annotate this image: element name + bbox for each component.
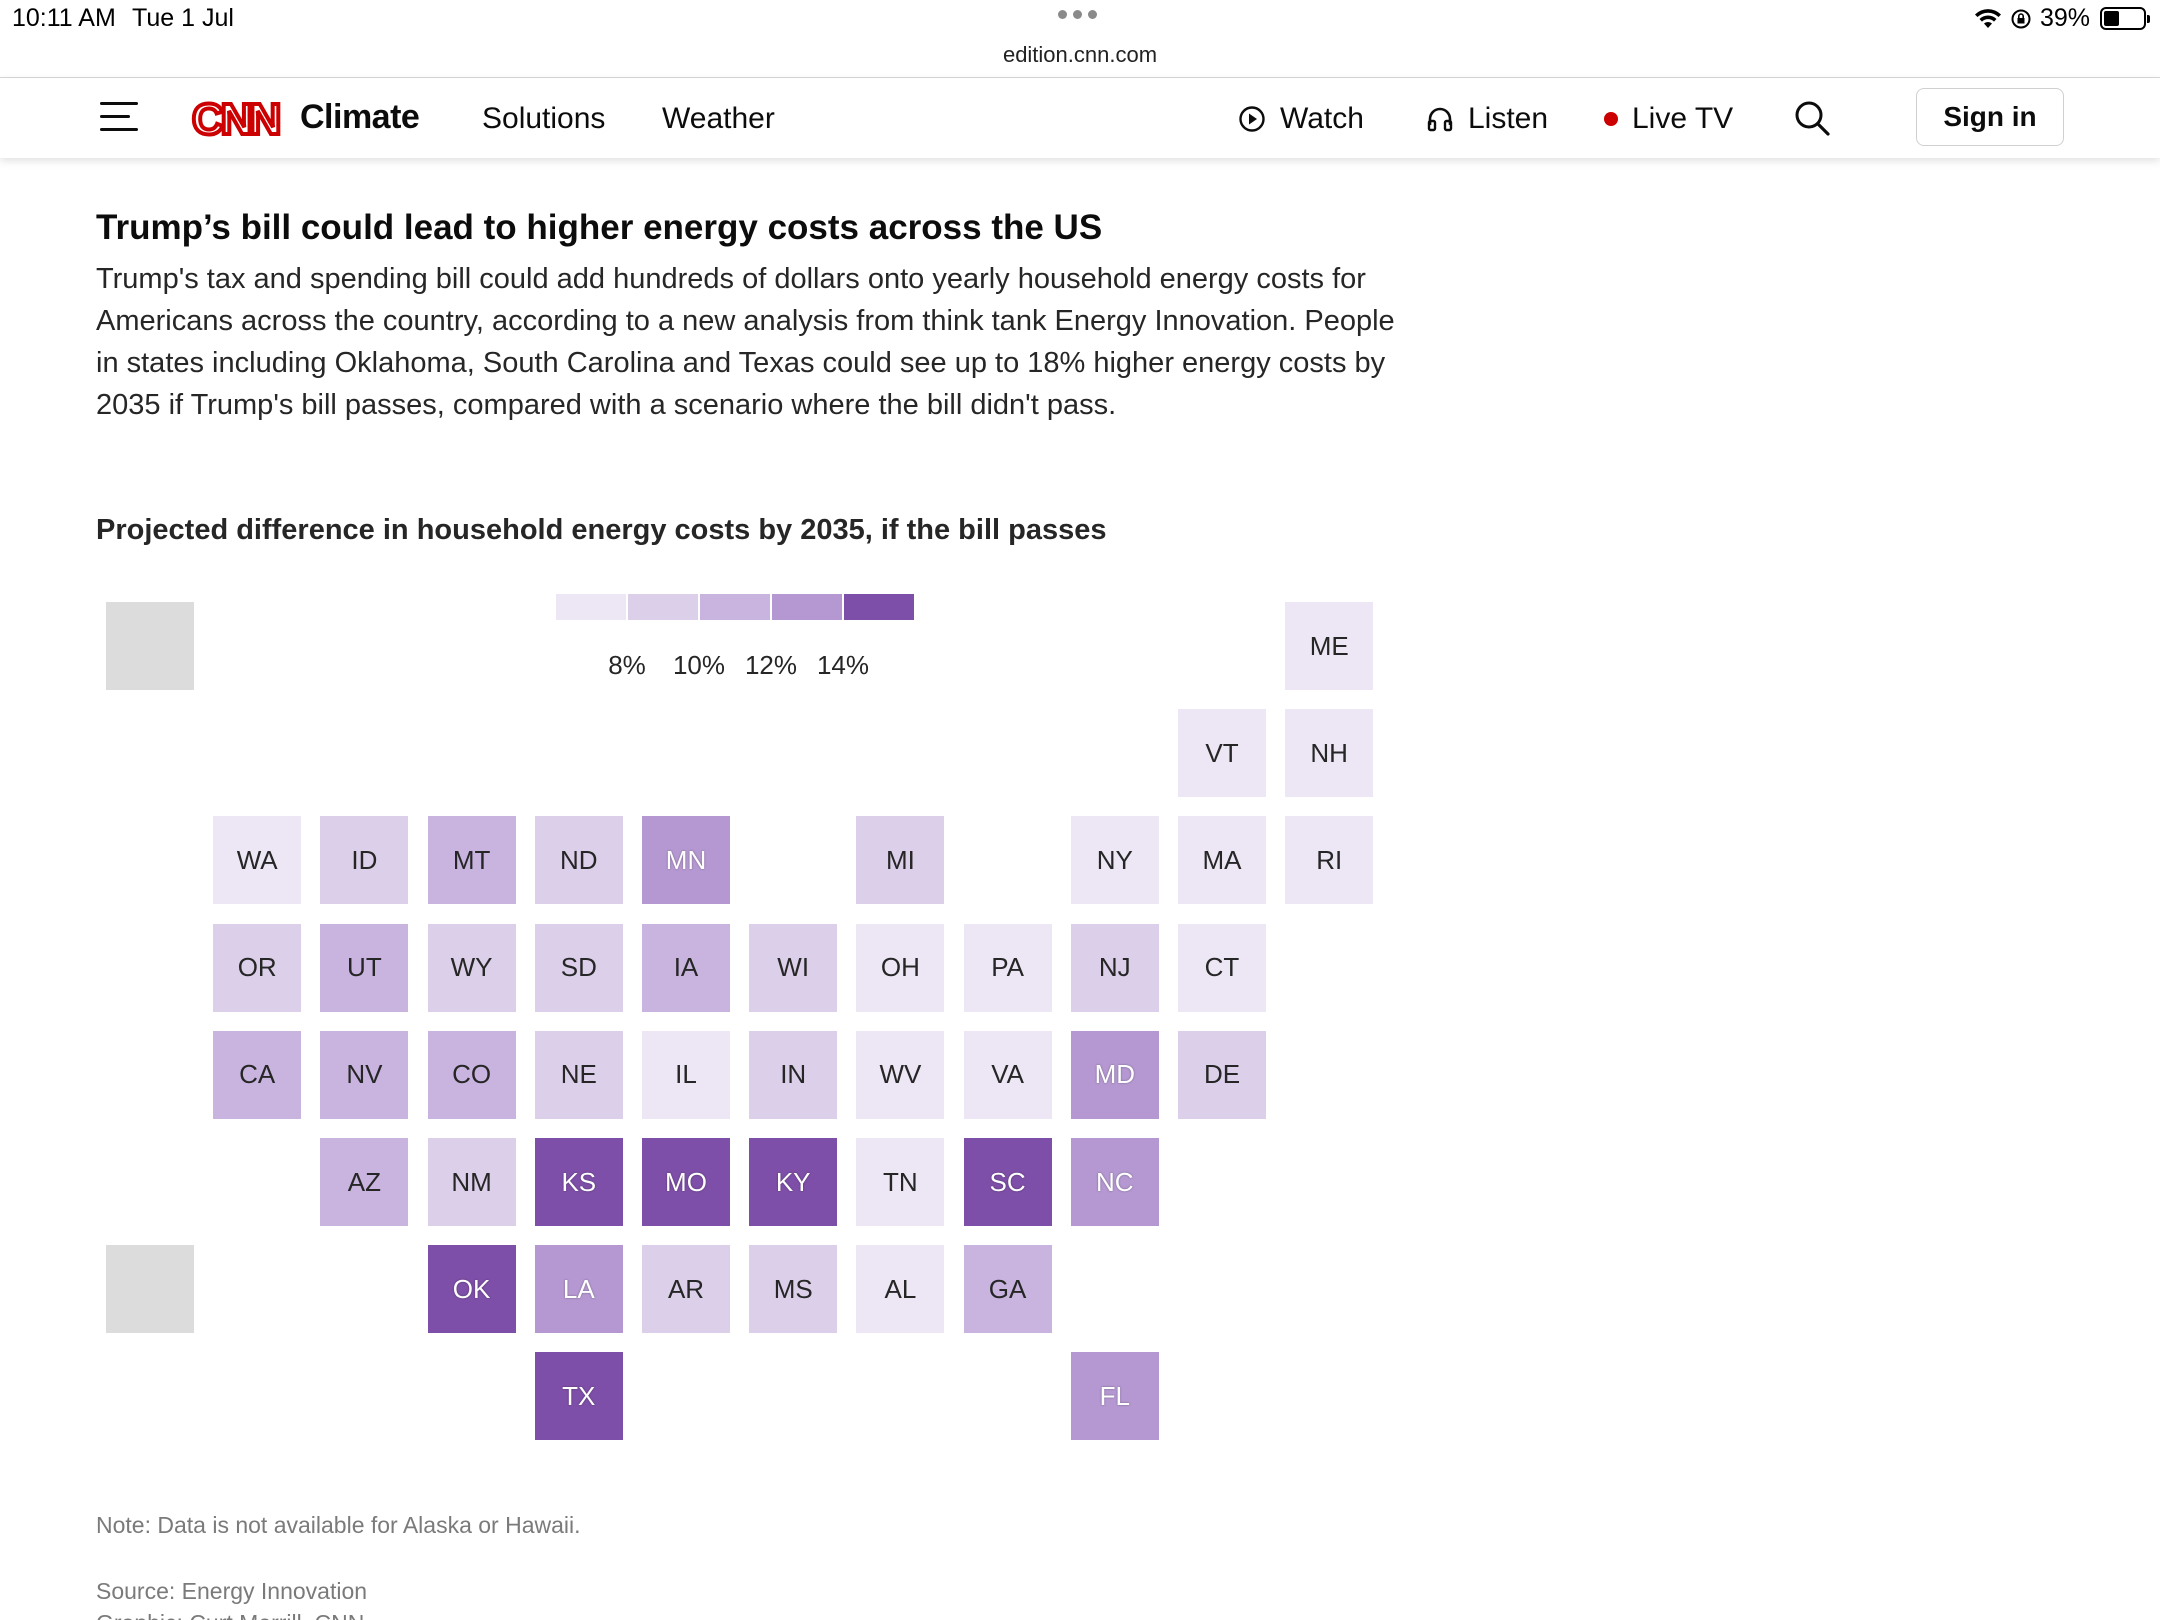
state-tile-or[interactable]: OR [213,923,302,1012]
legend-tick-label: 12% [744,650,798,680]
legend-swatch-0 [556,594,626,620]
chart-legend: 8% 10% 12% 14% [556,594,914,680]
search-icon[interactable] [1792,98,1832,143]
state-tile-wy[interactable]: WY [427,923,516,1012]
state-tile-ri[interactable]: RI [1285,816,1374,905]
status-time: 10:11 AM [12,4,116,32]
state-tile-ct[interactable]: CT [1178,923,1266,1012]
state-tile-me[interactable]: ME [1285,602,1374,690]
state-tile-il[interactable]: IL [642,1030,730,1119]
state-tile-wv[interactable]: WV [856,1030,945,1119]
state-tile-ny[interactable]: NY [1070,816,1159,905]
state-tile-tn[interactable]: TN [856,1138,945,1226]
state-tile-nh[interactable]: NH [1285,709,1374,798]
play-circle-icon [1239,106,1265,132]
state-tile-vt[interactable]: VT [1178,709,1266,798]
state-tile-fl[interactable]: FL [1070,1352,1159,1441]
state-tile-nd[interactable]: ND [534,816,623,905]
article-title: Trump’s bill could lead to higher energy… [96,208,1103,247]
state-tile-nv[interactable]: NV [320,1030,409,1119]
cnn-logo[interactable]: CNN [190,96,294,142]
watch-label: Watch [1280,102,1364,135]
state-tile-in[interactable]: IN [749,1030,838,1119]
state-tile-sc[interactable]: SC [963,1138,1052,1226]
live-indicator-icon [1604,112,1618,126]
nav-link-weather[interactable]: Weather [662,102,775,135]
state-tile-ma[interactable]: MA [1178,816,1266,905]
state-tile-md[interactable]: MD [1070,1030,1159,1119]
state-tile-wa[interactable]: WA [213,816,302,905]
legend-ticks: 8% 10% 12% 14% [556,620,914,680]
status-date: Tue 1 Jul [132,4,234,32]
nav-link-solutions[interactable]: Solutions [482,102,606,135]
listen-link[interactable]: Listen [1426,102,1548,136]
no-data-tile [106,1245,194,1334]
live-tv-label: Live TV [1632,102,1734,135]
state-tile-co[interactable]: CO [427,1030,516,1119]
state-tile-ne[interactable]: NE [534,1030,623,1119]
state-tile-va[interactable]: VA [963,1030,1052,1119]
state-tile-ca[interactable]: CA [213,1030,302,1119]
state-tile-ga[interactable]: GA [963,1245,1052,1334]
state-tile-wi[interactable]: WI [749,923,838,1012]
state-tile-ut[interactable]: UT [320,923,409,1012]
state-tile-sd[interactable]: SD [534,923,623,1012]
state-tile-pa[interactable]: PA [963,923,1052,1012]
article-intro: Trump's tax and spending bill could add … [96,263,1395,421]
state-tile-ky[interactable]: KY [749,1138,838,1226]
chart-note: Note: Data is not available for Alaska o… [96,1512,581,1538]
legend-swatch-3 [772,594,842,620]
lock-rotation-icon [2010,8,2032,30]
state-tile-id[interactable]: ID [320,816,409,905]
state-tile-tx[interactable]: TX [534,1352,623,1441]
no-data-tile [106,602,194,690]
battery-percentage: 39% [2039,4,2090,32]
state-tile-mi[interactable]: MI [856,816,945,905]
state-tile-ok[interactable]: OK [427,1245,516,1334]
state-tile-la[interactable]: LA [534,1245,623,1334]
legend-tick-label: 14% [816,650,870,680]
state-tile-mo[interactable]: MO [642,1138,730,1226]
legend-tick-label: 10% [672,650,726,680]
state-tile-nj[interactable]: NJ [1070,923,1159,1012]
status-indicators: 39% [1974,4,2150,33]
multitasking-dots-icon[interactable] [1058,10,1097,19]
watch-link[interactable]: Watch [1238,102,1364,136]
site-header: CNN Climate Solutions Weather Watch List… [0,78,2160,158]
chart-source: Source: Energy Innovation [96,1578,368,1604]
state-tile-az[interactable]: AZ [320,1138,409,1226]
svg-text:CNN: CNN [192,96,279,142]
sign-in-button[interactable]: Sign in [1916,88,2064,146]
listen-label: Listen [1468,102,1549,135]
legend-swatch-4 [844,594,914,620]
state-tile-ks[interactable]: KS [534,1138,623,1226]
battery-level [2104,11,2119,26]
headphones-icon [1427,107,1453,132]
state-tile-nm[interactable]: NM [427,1138,516,1226]
hamburger-menu-icon[interactable] [100,102,138,132]
chart-subtitle: Projected difference in household energy… [96,514,1107,546]
status-bar: 10:11 AM Tue 1 Jul 39% [0,0,2160,40]
state-tile-ms[interactable]: MS [749,1245,838,1334]
battery-icon [2100,7,2150,30]
section-title[interactable]: Climate [300,98,420,136]
state-tile-ar[interactable]: AR [642,1245,730,1334]
state-tile-al[interactable]: AL [856,1245,945,1334]
wifi-icon [1974,8,2002,30]
chart-credit: Graphic: Curt Merrill, CNN [96,1610,364,1620]
address-bar[interactable]: edition.cnn.com [0,40,2160,78]
legend-swatch-1 [628,594,698,620]
legend-swatches [556,594,914,620]
state-tile-nc[interactable]: NC [1070,1138,1159,1226]
state-tile-mt[interactable]: MT [427,816,516,905]
legend-tick-label: 8% [608,650,646,680]
state-tile-oh[interactable]: OH [856,923,945,1012]
state-tile-de[interactable]: DE [1178,1030,1266,1119]
state-tile-mn[interactable]: MN [642,816,730,905]
legend-swatch-2 [700,594,770,620]
live-tv-link[interactable]: Live TV [1604,102,1733,136]
state-tile-ia[interactable]: IA [642,923,730,1012]
